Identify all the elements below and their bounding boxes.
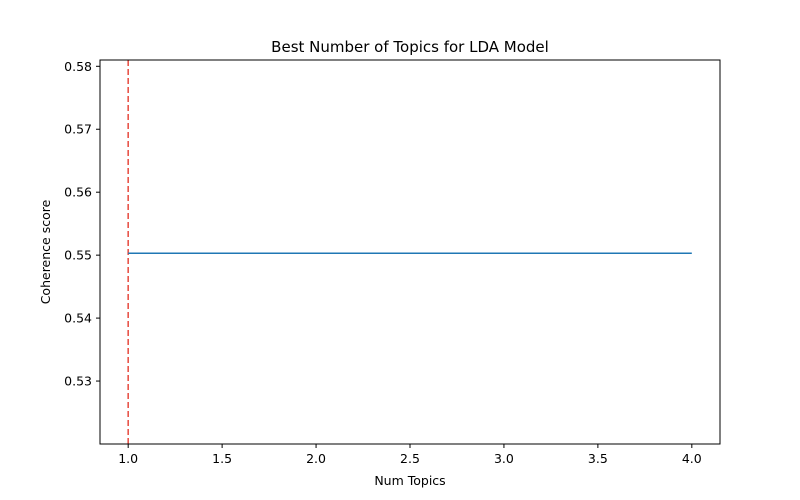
y-tick-label: 0.53 [64,374,92,389]
y-axis-label: Coherence score [38,199,53,304]
x-tick-label: 1.0 [118,451,138,466]
x-tick-label: 3.5 [588,451,608,466]
plot-area [99,59,721,445]
y-tick-label: 0.58 [64,59,92,74]
x-tick-label: 4.0 [682,451,702,466]
chart-title: Best Number of Topics for LDA Model [271,38,549,56]
x-axis: 1.0 1.5 2.0 2.5 3.0 3.5 4.0 [118,444,702,466]
plot-frame [99,59,721,445]
y-axis: 0.53 0.54 0.55 0.56 0.57 0.58 [64,59,100,389]
x-tick-label: 3.0 [494,451,514,466]
x-tick-label: 2.0 [306,451,326,466]
y-tick-label: 0.57 [64,122,92,137]
y-tick-label: 0.54 [64,311,92,326]
series-layer [127,60,692,444]
y-tick-label: 0.56 [64,185,92,200]
x-tick-label: 1.5 [212,451,232,466]
y-tick-label: 0.55 [64,248,92,263]
x-axis-label: Num Topics [374,473,445,488]
x-tick-label: 2.5 [400,451,420,466]
